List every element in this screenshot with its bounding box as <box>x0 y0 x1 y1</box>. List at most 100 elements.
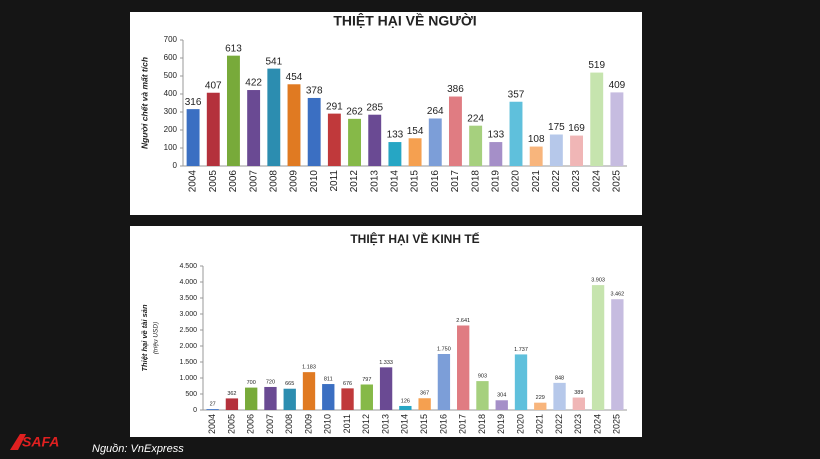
value-label: 3.903 <box>591 278 605 284</box>
bar <box>570 135 584 166</box>
bar <box>267 68 281 166</box>
bar <box>206 92 220 166</box>
x-tick-label: 2008 <box>268 170 279 193</box>
y-axis-label: Thiệt hại về tài sản <box>140 304 149 372</box>
x-tick-label: 2010 <box>309 170 320 193</box>
value-label: 797 <box>362 377 371 383</box>
x-tick-label: 2023 <box>571 170 582 193</box>
value-label: 454 <box>286 72 303 83</box>
bar <box>408 138 422 166</box>
source: Nguồn: VnExpress <box>92 443 184 455</box>
bar <box>245 387 258 410</box>
x-tick-label: 2009 <box>303 414 313 434</box>
x-tick-label: 2007 <box>248 170 259 193</box>
x-tick-label: 2018 <box>477 414 487 434</box>
x-tick-label: 2015 <box>410 170 421 193</box>
x-tick-label: 2019 <box>490 170 501 193</box>
value-label: 229 <box>536 395 545 401</box>
bar <box>225 398 239 410</box>
x-tick-label: 2011 <box>342 414 352 433</box>
value-label: 389 <box>574 390 583 396</box>
bar <box>360 384 373 410</box>
bar <box>610 92 624 166</box>
x-tick-label: 2018 <box>470 170 481 193</box>
bar <box>368 114 382 166</box>
bar <box>388 142 402 166</box>
x-tick-label: 2009 <box>289 170 300 193</box>
value-label: 285 <box>366 102 383 113</box>
x-tick-label: 2022 <box>551 170 562 193</box>
bar <box>457 325 470 410</box>
y-tick-label: 4.000 <box>179 279 197 286</box>
value-label: 133 <box>487 130 504 141</box>
value-label: 665 <box>285 381 294 387</box>
x-tick-label: 2022 <box>554 414 564 434</box>
value-label: 304 <box>497 393 506 399</box>
x-tick-label: 2010 <box>323 414 333 434</box>
value-label: 903 <box>478 374 487 380</box>
value-label: 367 <box>420 391 429 397</box>
value-label: 169 <box>568 123 585 134</box>
y-tick-label: 300 <box>164 107 178 116</box>
y-tick-label: 4.500 <box>179 263 197 270</box>
x-tick-label: 2024 <box>592 414 602 434</box>
bar <box>399 405 412 410</box>
bar <box>469 125 483 166</box>
y-tick-label: 0 <box>173 161 178 170</box>
y-tick-label: 2.000 <box>179 343 197 350</box>
x-tick-label: 2020 <box>511 170 522 193</box>
value-label: 2.641 <box>456 318 470 324</box>
x-tick-label: 2005 <box>226 414 236 434</box>
value-label: 108 <box>528 134 545 145</box>
y-tick-label: 1.000 <box>179 375 197 382</box>
x-tick-label: 2007 <box>265 414 275 434</box>
x-tick-label: 2017 <box>458 414 468 434</box>
value-label: 27 <box>210 402 216 408</box>
value-label: 264 <box>427 106 444 117</box>
value-label: 126 <box>401 398 410 404</box>
x-tick-label: 2013 <box>369 170 380 193</box>
x-tick-label: 2025 <box>612 170 623 193</box>
x-tick-label: 2011 <box>329 170 340 192</box>
x-tick-label: 2015 <box>419 414 429 434</box>
value-label: 357 <box>508 89 525 100</box>
value-label: 262 <box>346 106 363 117</box>
bar <box>379 367 393 410</box>
bar <box>247 90 261 166</box>
panel <box>130 12 642 215</box>
bar <box>509 101 523 166</box>
x-tick-label: 2016 <box>430 170 441 193</box>
value-label: 133 <box>387 130 404 141</box>
value-label: 848 <box>555 375 564 381</box>
y-tick-label: 400 <box>164 89 178 98</box>
value-label: 154 <box>407 126 424 137</box>
x-tick-label: 2016 <box>438 414 448 434</box>
bar <box>322 384 335 410</box>
bar <box>348 118 362 166</box>
x-tick-label: 2004 <box>188 170 199 193</box>
value-label: 700 <box>247 380 256 386</box>
bar <box>476 381 489 410</box>
x-tick-label: 2021 <box>535 414 545 434</box>
bar <box>489 142 503 166</box>
value-label: 1.737 <box>514 347 528 353</box>
bar <box>448 96 462 166</box>
bar <box>327 113 341 166</box>
value-label: 1.333 <box>379 360 393 366</box>
value-label: 1.183 <box>302 365 316 371</box>
bar <box>341 388 354 410</box>
y-tick-label: 1.500 <box>179 359 197 366</box>
value-label: 291 <box>326 101 343 112</box>
value-label: 3.462 <box>610 292 624 298</box>
value-label: 811 <box>324 377 333 383</box>
y-tick-label: 100 <box>164 143 178 152</box>
value-label: 386 <box>447 84 464 95</box>
x-tick-label: 2005 <box>208 170 219 193</box>
x-tick-label: 2014 <box>390 170 401 193</box>
x-tick-label: 2017 <box>450 170 461 193</box>
y-axis-label: Người chết và mất tích <box>139 57 149 149</box>
bar <box>206 409 219 410</box>
bar <box>307 97 321 166</box>
value-label: 1.750 <box>437 346 451 352</box>
